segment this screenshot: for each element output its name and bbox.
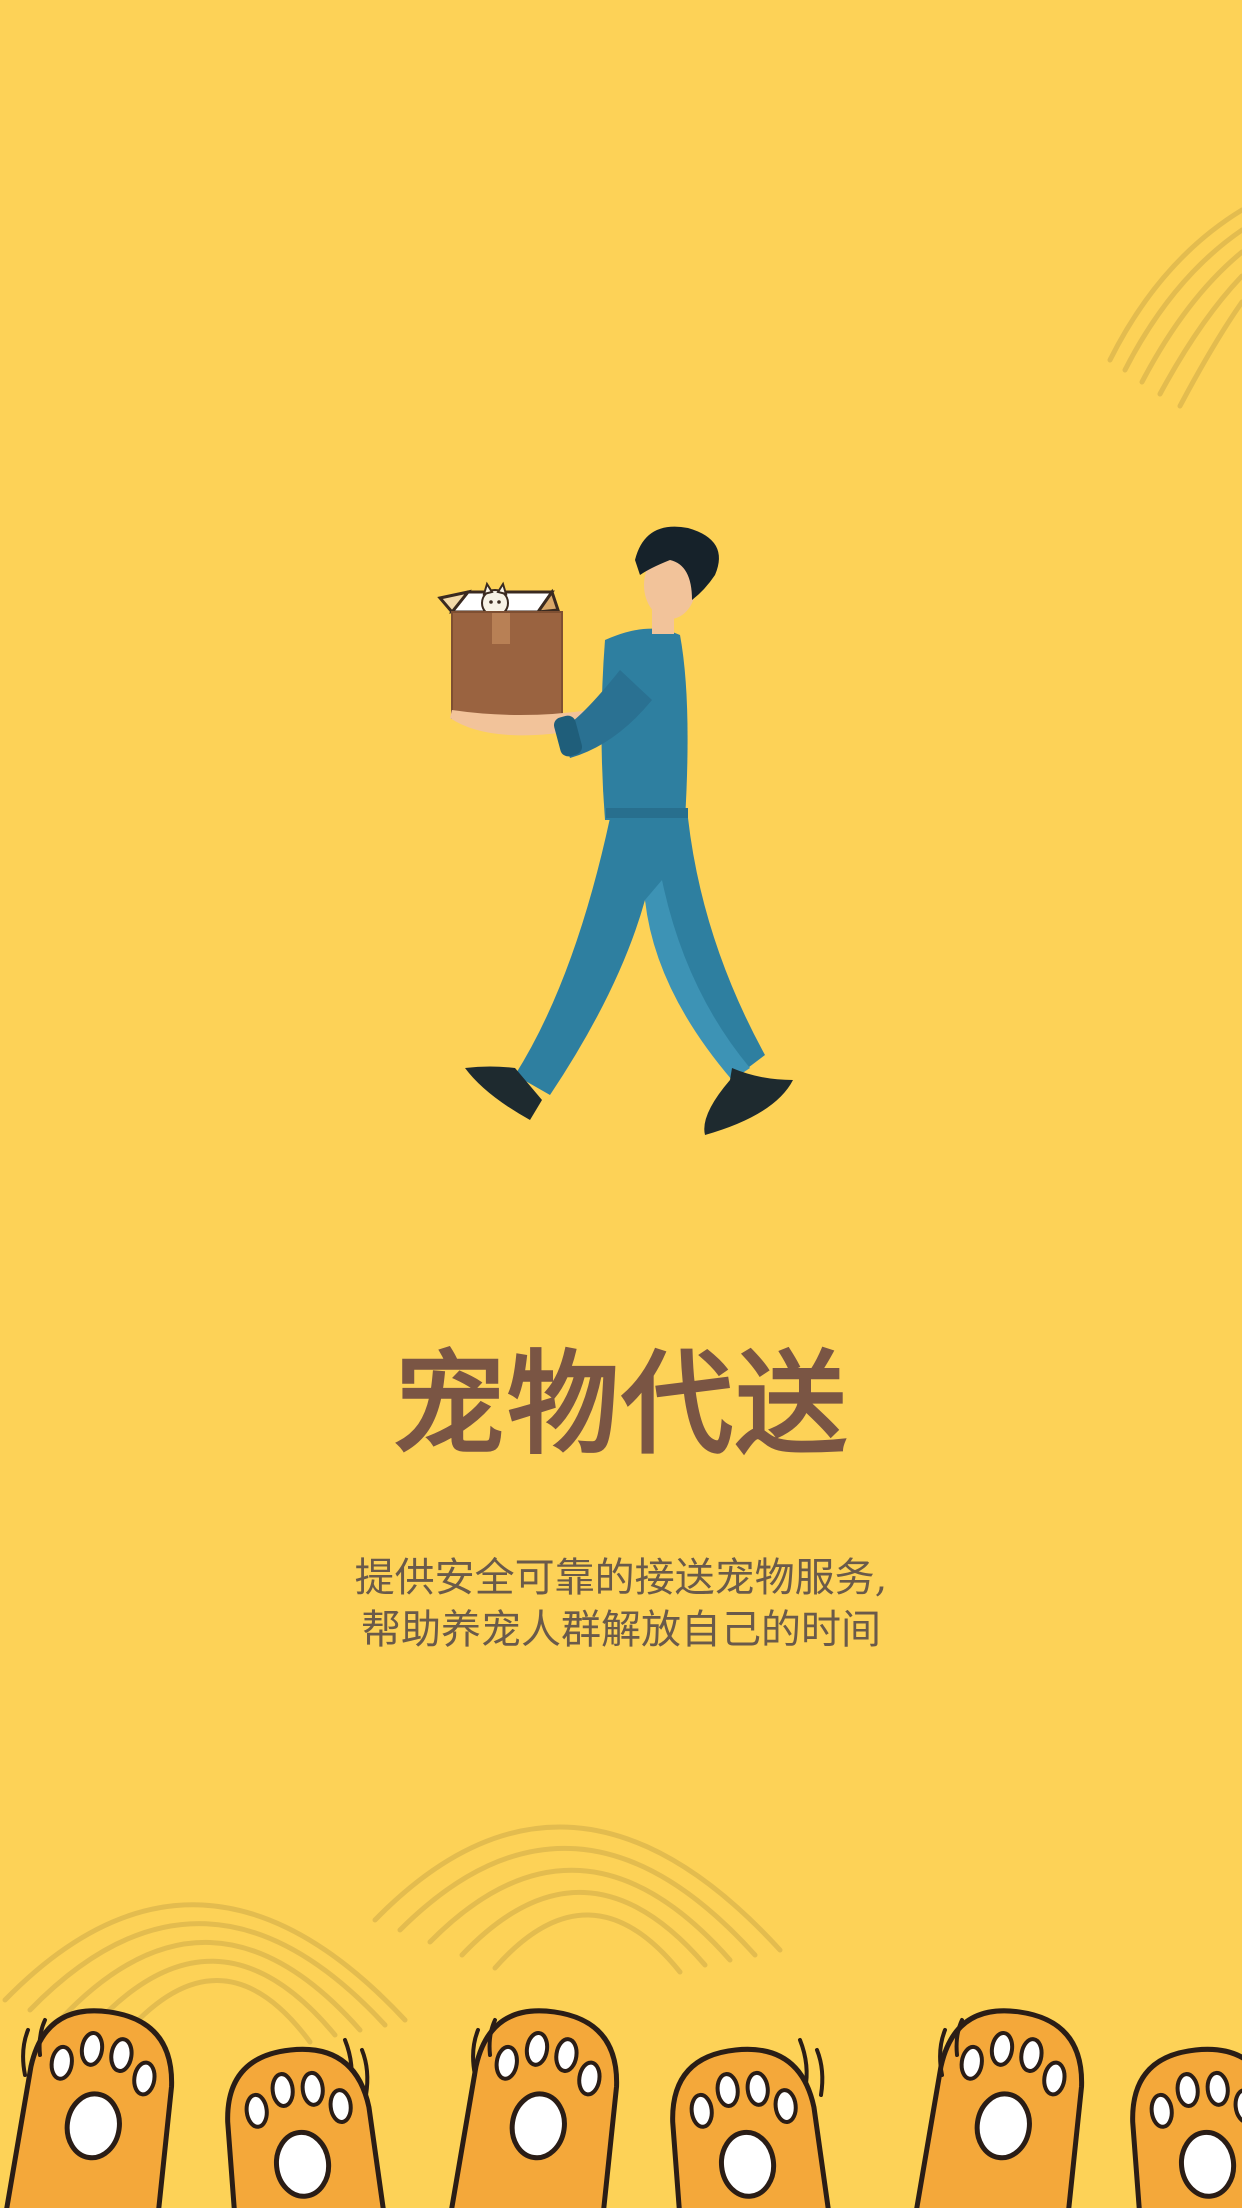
cardboard-box-icon	[437, 581, 563, 719]
decorative-arcs-bottom-left	[2, 1902, 408, 2045]
description-line-1: 提供安全可靠的接送宠物服务,	[354, 1555, 888, 1601]
cat-paws-decoration	[0, 1985, 1242, 2208]
page-title: 宠物代送	[393, 1339, 849, 1470]
paw-icon	[1121, 2042, 1242, 2208]
paw-icon	[661, 2042, 838, 2208]
paw-icon	[2, 2002, 186, 2208]
person-carrying-cat-box-icon	[437, 526, 793, 1135]
description-line-2: 帮助养宠人群解放自己的时间	[361, 1607, 881, 1653]
decorative-arcs-top-right	[1107, 207, 1242, 409]
decorative-arcs-bottom-middle	[372, 1824, 783, 1975]
feature-description: 提供安全可靠的接送宠物服务, 帮助养宠人群解放自己的时间	[0, 1552, 1242, 1656]
paw-icon	[912, 2002, 1096, 2208]
